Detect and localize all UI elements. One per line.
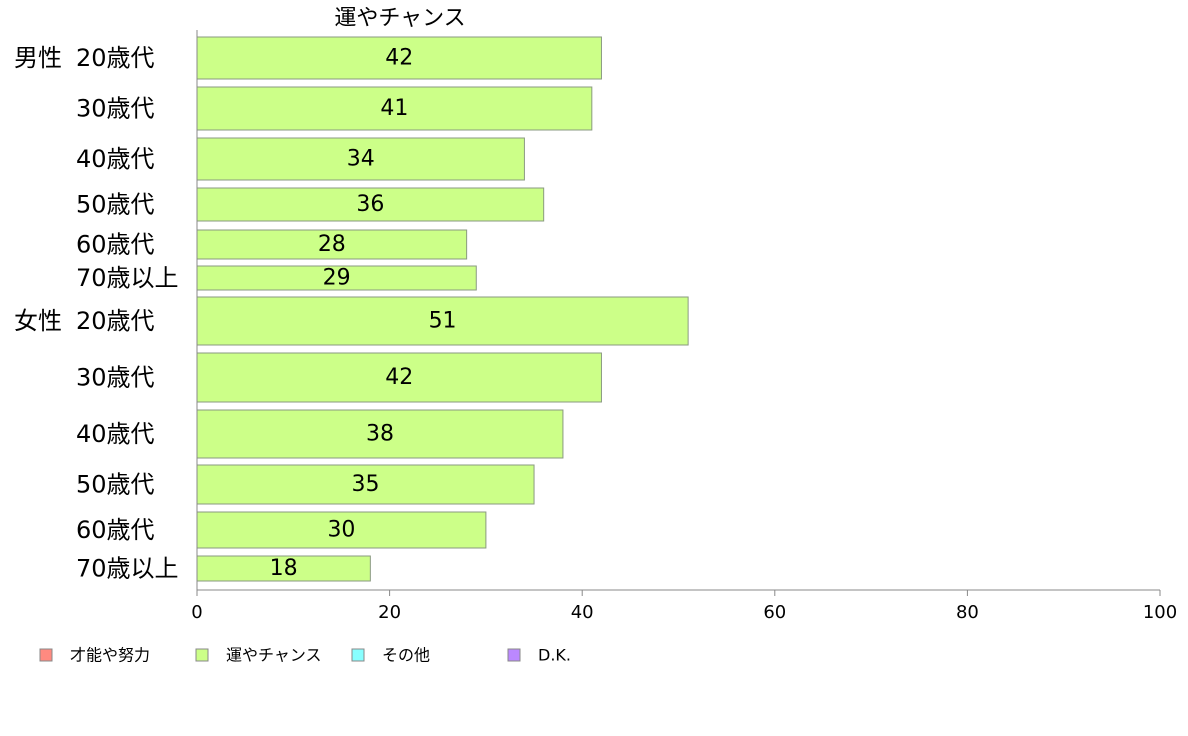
bar [196,86,593,131]
x-tick-label: 60 [763,602,786,623]
bar [196,511,487,549]
legend-label: その他 [382,646,430,665]
bars-layer [196,36,689,582]
category-label: 30歳代 [76,95,155,123]
x-tick-label: 100 [1143,602,1177,623]
legend-label: 才能や努力 [70,646,150,665]
bar-value-label: 28 [318,232,346,257]
bar-value-label: 36 [356,192,384,217]
category-label: 30歳代 [76,364,155,392]
x-tick-label: 80 [956,602,979,623]
legend-swatch [351,648,365,662]
group-label: 女性 [14,307,62,335]
x-tick-label: 20 [378,602,401,623]
bar-value-label: 34 [347,147,375,172]
bar-value-label: 42 [385,46,413,71]
legend-swatch [507,648,521,662]
legend-swatch [39,648,53,662]
bar [196,137,525,181]
category-label: 50歳代 [76,191,155,219]
labels-layer: 4220歳代男性4130歳代3440歳代3650歳代2860歳代2970歳以上5… [14,44,457,583]
bar-value-label: 38 [366,422,394,447]
category-label: 40歳代 [76,145,155,173]
bar-value-label: 35 [352,472,380,497]
bar-value-label: 30 [327,518,355,543]
group-label: 男性 [14,44,62,72]
bar [196,464,535,505]
legend-label: 運やチャンス [226,646,322,665]
category-label: 20歳代 [76,307,155,335]
category-label: 70歳以上 [76,555,179,583]
category-label: 70歳以上 [76,264,179,292]
category-label: 40歳代 [76,420,155,448]
bar-value-label: 41 [380,96,408,121]
bar-value-label: 29 [323,266,351,291]
x-tick-label: 0 [191,602,202,623]
category-label: 60歳代 [76,516,155,544]
bar [196,187,545,222]
bar-value-label: 42 [385,365,413,390]
bar [196,296,689,346]
bar [196,555,371,582]
chart-title: 運やチャンス [334,6,465,31]
category-label: 50歳代 [76,471,155,499]
category-label: 20歳代 [76,44,155,72]
bar [196,36,602,80]
bar [196,229,468,260]
bar-value-label: 18 [270,556,298,581]
category-label: 60歳代 [76,231,155,259]
x-axis: 0 20 40 60 80 100 [191,30,1177,623]
bar-value-label: 51 [429,309,457,334]
x-tick-label: 40 [571,602,594,623]
legend: 才能や努力 運やチャンス その他 D.K. [39,646,571,665]
legend-label: D.K. [538,646,571,665]
legend-swatch [195,648,209,662]
